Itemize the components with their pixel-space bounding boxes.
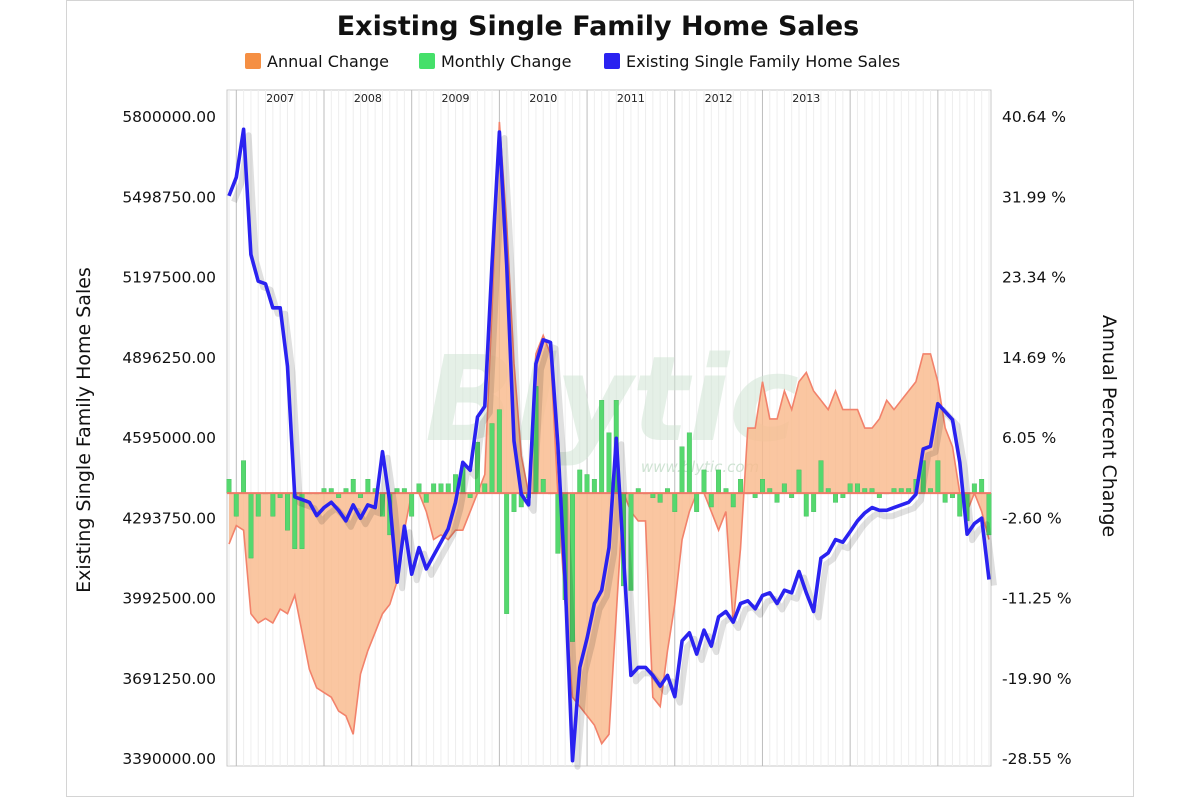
monthly-change-bar — [935, 460, 941, 494]
annual-change-fill — [229, 121, 989, 744]
watermark-url: www.blytic.com — [641, 458, 759, 476]
monthly-change-bar — [255, 492, 261, 517]
monthly-change-bar — [584, 474, 590, 494]
monthly-change-bar — [292, 492, 298, 550]
monthly-change-bar — [694, 492, 700, 512]
annual-change-line — [228, 121, 990, 746]
monthly-change-bar — [504, 492, 510, 614]
monthly-change-bar — [241, 460, 247, 494]
monthly-change-bar — [774, 492, 780, 503]
home-sales-line-path — [227, 127, 991, 763]
monthly-change-bar — [599, 400, 605, 494]
monthly-change-bar — [781, 483, 787, 494]
monthly-change-bar — [233, 492, 239, 517]
monthly-change-bar — [979, 479, 985, 494]
left-tick-label: 3691250.00 — [122, 670, 216, 688]
monthly-change-bar — [489, 423, 495, 494]
legend-label-home-sales: Existing Single Family Home Sales — [626, 52, 900, 71]
left-tick-label: 3390000.00 — [122, 750, 216, 768]
monthly-change-bar — [957, 492, 963, 517]
year-label-2013: 2013 — [792, 92, 820, 105]
legend-label-monthly-change: Monthly Change — [441, 52, 571, 71]
monthly-change-bar — [716, 469, 721, 494]
monthly-change-bar — [226, 479, 232, 494]
monthly-change-bar — [511, 492, 517, 512]
left-tick-label: 3992500.00 — [122, 590, 216, 608]
year-label-2008: 2008 — [354, 92, 382, 105]
monthly-change-bar — [365, 479, 371, 494]
monthly-change-bar — [855, 483, 860, 494]
monthly-change-bar — [270, 492, 276, 517]
right-tick-label: 31.99 % — [1002, 188, 1066, 206]
monthly-change-bar — [577, 469, 583, 494]
monthly-change-bar — [833, 492, 838, 503]
monthly-change-bar — [423, 492, 429, 503]
year-label-2012: 2012 — [705, 92, 733, 105]
monthly-change-bar — [409, 492, 415, 517]
legend-swatch-home-sales — [604, 53, 620, 69]
left-tick-label: 4595000.00 — [122, 429, 216, 447]
monthly-change-bar — [796, 469, 802, 494]
right-tick-label: -19.90 % — [1002, 670, 1072, 688]
monthly-change-bar — [438, 483, 444, 494]
monthly-change-bar — [248, 492, 254, 559]
monthly-change-bar — [971, 483, 977, 494]
monthly-change-bar — [803, 492, 809, 517]
right-axis-ticks: 40.64 % 31.99 % 23.34 % 14.69 % 6.05 % -2.60 … — [1002, 108, 1072, 768]
year-label-2007: 2007 — [266, 92, 294, 105]
left-tick-label: 5197500.00 — [122, 269, 216, 287]
monthly-change-bar — [540, 479, 546, 494]
annual-change-area — [228, 121, 990, 746]
monthly-change-bar — [482, 483, 488, 494]
year-label-2009: 2009 — [442, 92, 470, 105]
chart-title: Existing Single Family Home Sales — [337, 11, 860, 42]
monthly-change-bar — [591, 479, 597, 494]
monthly-change-bar — [431, 483, 437, 494]
monthly-change-bar — [847, 483, 853, 494]
left-tick-label: 5800000.00 — [122, 108, 216, 126]
right-tick-label: -2.60 % — [1002, 509, 1062, 527]
monthly-change-bar — [350, 479, 356, 494]
left-tick-label: 5498750.00 — [122, 188, 216, 206]
year-labels: 2007 2008 2009 2010 2011 2012 2013 — [266, 92, 820, 105]
monthly-change-bar — [701, 469, 707, 494]
legend: Annual Change Monthly Change Existing Si… — [245, 52, 900, 71]
monthly-change-bar — [679, 446, 685, 494]
legend-swatch-annual-change — [245, 53, 261, 69]
monthly-change-bar — [708, 492, 714, 508]
monthly-change-bar — [686, 432, 692, 494]
home-sales-line — [227, 127, 997, 770]
right-tick-label: 23.34 % — [1002, 269, 1066, 287]
monthly-change-bar — [496, 409, 502, 494]
left-axis-ticks: 5800000.00 5498750.00 5197500.00 4896250.00… — [122, 108, 216, 768]
monthly-change-bar — [606, 432, 612, 494]
monthly-change-bar — [657, 492, 663, 503]
left-axis-title: Existing Single Family Home Sales — [73, 267, 95, 593]
monthly-change-bar — [730, 492, 736, 508]
monthly-change-bar — [738, 479, 743, 494]
monthly-change-bar — [760, 479, 765, 494]
left-tick-label: 4293750.00 — [122, 509, 216, 527]
monthly-change-bar — [942, 492, 948, 503]
right-tick-label: -28.55 % — [1002, 750, 1072, 768]
monthly-change-bar — [416, 483, 422, 494]
right-tick-label: 14.69 % — [1002, 349, 1066, 367]
right-axis-title: Annual Percent Change — [1098, 315, 1120, 537]
year-label-2010: 2010 — [529, 92, 557, 105]
right-tick-label: 6.05 % — [1002, 429, 1056, 447]
monthly-change-bar — [818, 460, 824, 494]
right-tick-label: 40.64 % — [1002, 108, 1066, 126]
monthly-change-bar — [811, 492, 817, 512]
right-tick-label: -11.25 % — [1002, 590, 1072, 608]
monthly-change-bar — [445, 483, 451, 494]
left-tick-label: 4896250.00 — [122, 349, 216, 367]
year-label-2011: 2011 — [617, 92, 645, 105]
monthly-change-bar — [285, 492, 290, 531]
monthly-change-bar — [672, 492, 678, 512]
legend-label-annual-change: Annual Change — [267, 52, 389, 71]
legend-swatch-monthly-change — [419, 53, 435, 69]
